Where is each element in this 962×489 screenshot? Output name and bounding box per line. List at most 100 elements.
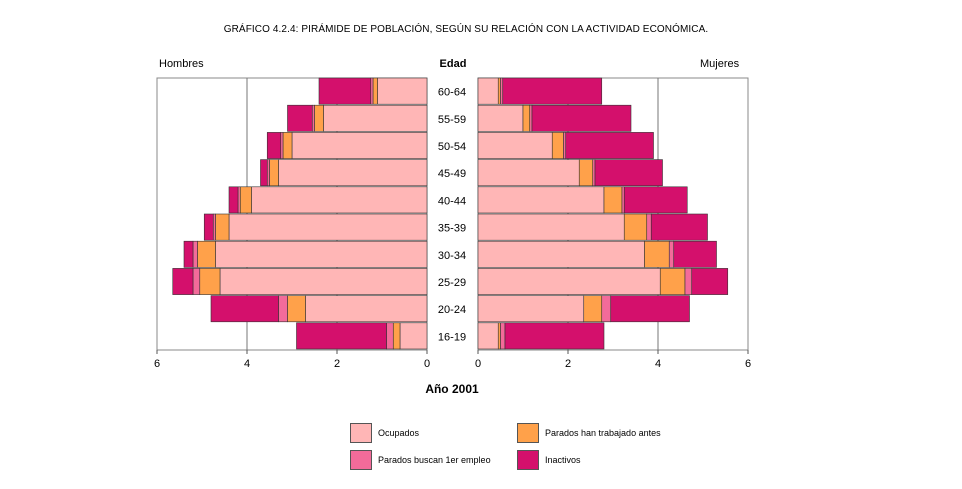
age-tick-label: 25-29 — [438, 277, 466, 289]
women-label: Mujeres — [700, 58, 740, 70]
age-tick-label: 50-54 — [438, 141, 466, 153]
men-bar-parados-primer-25-29 — [192, 268, 201, 295]
women-bar-inactivos-20-24 — [610, 295, 690, 323]
women-bar-inactivos-60-64 — [502, 77, 603, 105]
men-bar-ocupados-25-29 — [219, 268, 428, 295]
men-bar-parados-primer-55-59 — [311, 104, 315, 132]
women-bar-parados-primer-55-59 — [529, 104, 533, 132]
women-x-tick-label: 2 — [565, 358, 571, 370]
legend-label: Ocupados — [378, 428, 420, 438]
legend-item-parados-antes: Parados han trabajado antes — [517, 422, 661, 444]
legend-swatch-ocupados — [350, 423, 372, 443]
legend-label: Parados buscan 1er empleo — [378, 455, 491, 465]
men-bar-ocupados-16-19 — [399, 322, 428, 350]
legend-swatch-parados-antes — [517, 423, 539, 443]
women-bar-parados-primer-16-19 — [500, 322, 506, 350]
women-bar-ocupados-25-29 — [477, 268, 661, 295]
men-bar-parados-antes-25-29 — [199, 268, 221, 295]
men-bar-ocupados-35-39 — [228, 213, 428, 241]
legend-label: Inactivos — [545, 455, 581, 465]
women-bar-ocupados-35-39 — [477, 213, 625, 241]
men-bar-inactivos-60-64 — [318, 77, 372, 105]
women-bar-parados-antes-45-49 — [578, 159, 594, 187]
women-bar-parados-antes-50-54 — [551, 132, 564, 159]
women-bar-ocupados-60-64 — [477, 77, 499, 105]
women-bar-ocupados-30-34 — [477, 240, 645, 268]
women-bar-parados-antes-55-59 — [522, 104, 531, 132]
men-bar-parados-primer-50-54 — [280, 132, 284, 159]
men-bar-parados-primer-45-49 — [266, 159, 270, 187]
women-bar-parados-primer-20-24 — [601, 295, 612, 323]
women-bar-parados-primer-40-44 — [621, 186, 625, 214]
women-bar-inactivos-45-49 — [594, 159, 663, 187]
women-bar-inactivos-16-19 — [504, 322, 605, 350]
men-bar-ocupados-50-54 — [291, 132, 428, 159]
women-x-tick-label: 0 — [475, 358, 481, 370]
women-bar-parados-antes-16-19 — [497, 322, 501, 350]
men-bar-parados-antes-55-59 — [314, 104, 324, 132]
men-bar-inactivos-45-49 — [260, 159, 268, 187]
legend-item-ocupados: Ocupados — [350, 422, 419, 444]
women-bar-parados-primer-30-34 — [668, 240, 675, 268]
women-bar-parados-primer-50-54 — [563, 132, 567, 159]
men-bar-parados-antes-20-24 — [287, 295, 306, 323]
age-tick-label: 16-19 — [438, 331, 466, 343]
men-bar-inactivos-40-44 — [228, 186, 239, 214]
men-bar-inactivos-50-54 — [266, 132, 282, 159]
women-bar-ocupados-40-44 — [477, 186, 605, 214]
men-bar-inactivos-35-39 — [203, 213, 214, 241]
women-bar-parados-antes-40-44 — [603, 186, 623, 214]
women-bar-inactivos-30-34 — [673, 240, 717, 268]
men-bar-parados-primer-35-39 — [212, 213, 216, 241]
men-bar-parados-antes-35-39 — [215, 213, 230, 241]
men-label: Hombres — [159, 58, 204, 70]
legend-swatch-parados-primer — [350, 450, 372, 470]
women-bar-parados-primer-45-49 — [592, 159, 596, 187]
women-bar-inactivos-25-29 — [691, 268, 729, 295]
women-x-tick-label: 4 — [655, 358, 661, 370]
age-tick-label: 35-39 — [438, 223, 466, 235]
legend-swatch-inactivos — [517, 450, 539, 470]
legend-label: Parados han trabajado antes — [545, 428, 661, 438]
age-tick-label: 30-34 — [438, 250, 466, 262]
men-x-tick-label: 4 — [244, 358, 250, 370]
women-bar-parados-antes-25-29 — [659, 268, 686, 295]
women-bar-ocupados-55-59 — [477, 104, 524, 132]
men-bar-parados-primer-40-44 — [237, 186, 241, 214]
women-bar-parados-antes-60-64 — [497, 77, 501, 105]
women-bar-ocupados-50-54 — [477, 132, 553, 159]
chart-title: GRÁFICO 4.2.4: PIRÁMIDE DE POBLACIÓN, SE… — [223, 24, 709, 35]
men-x-tick-label: 6 — [154, 358, 160, 370]
men-bar-ocupados-40-44 — [251, 186, 428, 214]
men-bar-ocupados-60-64 — [377, 77, 428, 105]
women-bar-parados-antes-35-39 — [623, 213, 648, 241]
men-bar-parados-antes-50-54 — [282, 132, 293, 159]
men-x-tick-label: 2 — [334, 358, 340, 370]
men-bar-ocupados-20-24 — [305, 295, 428, 323]
men-x-tick-label: 0 — [424, 358, 430, 370]
legend-item-parados-primer: Parados buscan 1er empleo — [350, 449, 491, 471]
men-bar-inactivos-30-34 — [183, 240, 194, 268]
legend-item-inactivos: Inactivos — [517, 449, 581, 471]
men-bar-ocupados-45-49 — [278, 159, 428, 187]
women-bar-ocupados-45-49 — [477, 159, 580, 187]
men-bar-inactivos-16-19 — [296, 322, 387, 350]
women-bar-parados-primer-35-39 — [646, 213, 652, 241]
men-bar-inactivos-20-24 — [210, 295, 279, 323]
men-bar-ocupados-55-59 — [323, 104, 428, 132]
women-bar-inactivos-40-44 — [623, 186, 688, 214]
men-bar-parados-antes-40-44 — [239, 186, 252, 214]
men-bar-inactivos-55-59 — [287, 104, 313, 132]
women-bar-inactivos-35-39 — [650, 213, 708, 241]
women-bar-parados-primer-25-29 — [684, 268, 693, 295]
men-bar-parados-primer-30-34 — [192, 240, 198, 268]
men-bar-ocupados-30-34 — [215, 240, 428, 268]
men-bar-parados-primer-60-64 — [370, 77, 374, 105]
women-bar-ocupados-20-24 — [477, 295, 585, 323]
age-tick-label: 55-59 — [438, 114, 466, 126]
women-x-tick-label: 6 — [745, 358, 751, 370]
age-tick-label: 20-24 — [438, 304, 466, 316]
age-tick-label: 60-64 — [438, 87, 466, 99]
year-label: Año 2001 — [425, 382, 479, 396]
